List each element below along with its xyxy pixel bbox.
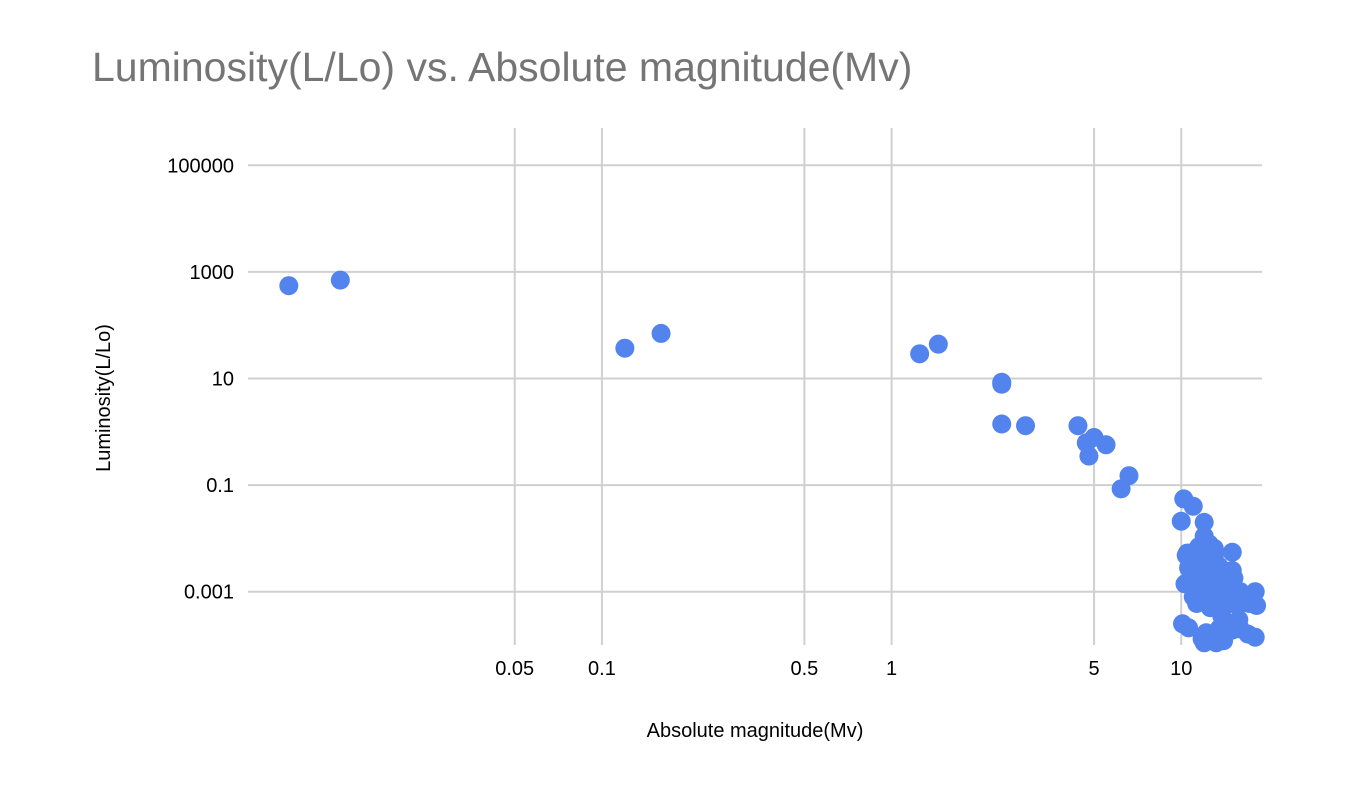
data-point [1245,627,1265,647]
data-point [1171,511,1191,531]
data-point [1068,416,1088,436]
data-point [615,338,635,358]
data-point [1245,582,1265,602]
data-point [1079,446,1099,466]
y-tick-label: 100000 [167,155,234,177]
data-point [651,323,671,343]
chart-title: Luminosity(L/Lo) vs. Absolute magnitude(… [92,44,913,90]
data-point [928,334,948,354]
x-axis-title: Absolute magnitude(Mv) [647,720,864,742]
y-tick-label: 0.1 [206,475,234,497]
data-point [1229,610,1249,630]
y-tick-label: 1000 [190,262,235,284]
x-tick-label: 0.05 [495,658,534,680]
x-tick-label: 0.5 [790,658,818,680]
data-point [1183,496,1203,516]
data-point [1194,512,1214,532]
data-point [330,270,350,290]
x-tick-label: 0.1 [588,658,616,680]
x-tick-label: 5 [1088,658,1099,680]
data-point [1212,606,1232,626]
data-point [1247,596,1267,616]
y-tick-label: 0.001 [184,582,234,604]
tick-labels: 0.001 0.1 10 1000 100000 0.05 0.1 0.5 1 5 10 [167,155,1192,680]
grid-lines [248,128,1262,645]
x-tick-label: 1 [886,658,897,680]
x-tick-label: 10 [1170,658,1192,680]
y-tick-label: 10 [212,368,234,390]
data-point [1016,416,1036,436]
data-points [279,270,1267,653]
data-point [992,414,1012,434]
data-point [910,344,930,364]
data-point [1179,618,1199,638]
data-point [1096,435,1116,455]
data-point [279,276,299,296]
y-axis-title: Luminosity(L/Lo) [93,324,115,472]
data-point [1111,479,1131,499]
data-point [1222,542,1242,562]
data-point [992,374,1012,394]
